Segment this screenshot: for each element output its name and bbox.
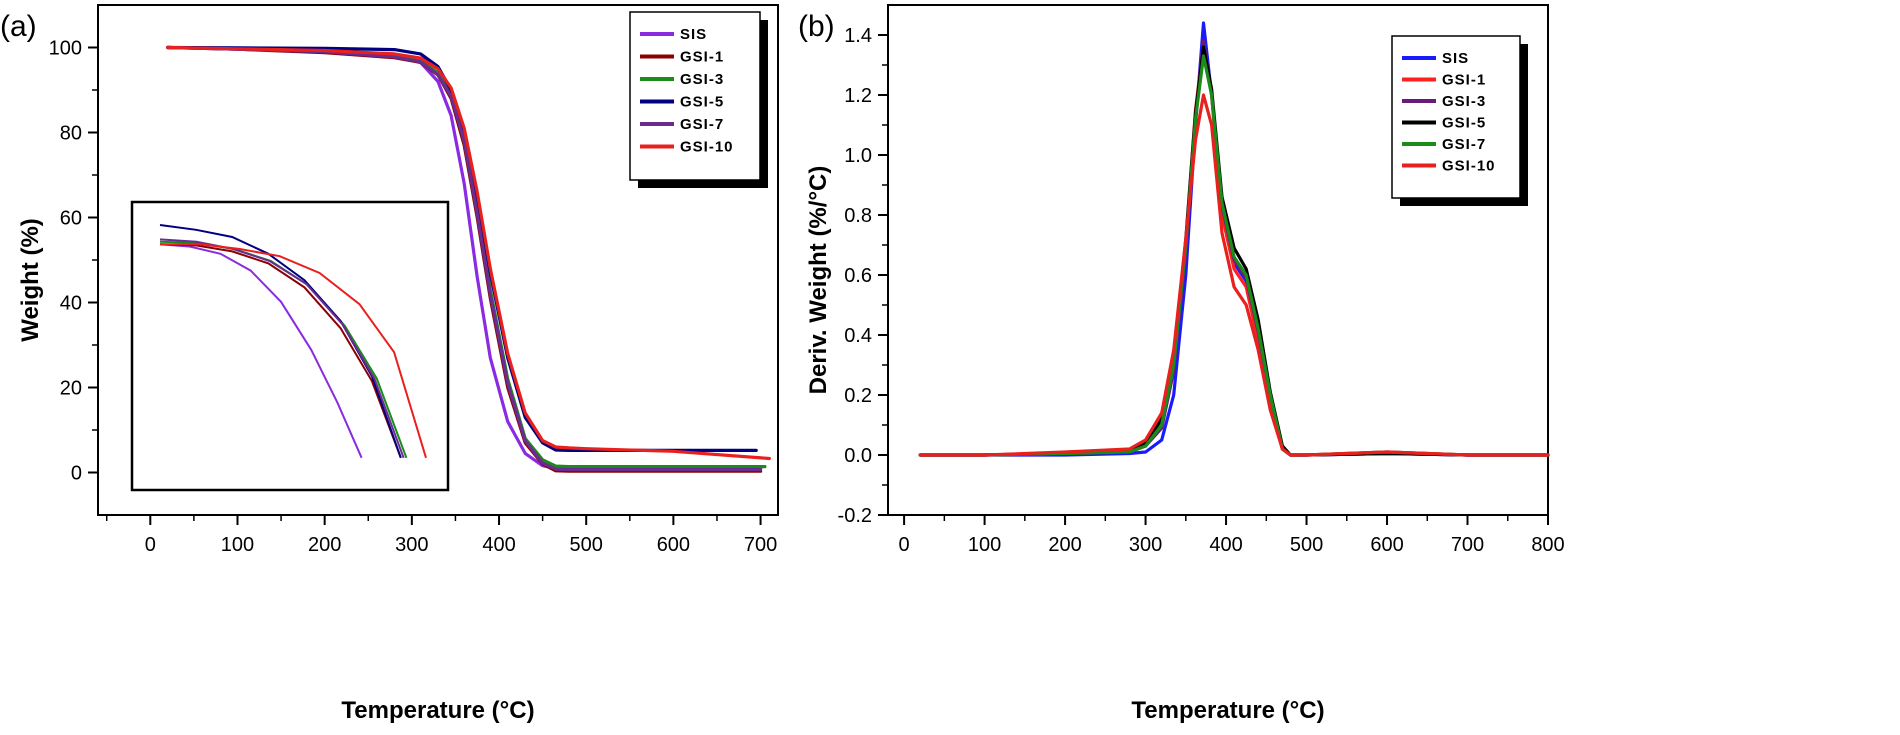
legend-box <box>1391 35 1521 199</box>
x-tick-label: 600 <box>1370 534 1403 556</box>
inset-line-sis <box>159 243 363 459</box>
x-tick-label: 0 <box>899 534 910 556</box>
panel-b-plot-frame <box>887 4 1549 516</box>
legend-label-gsi-3: GSI-3 <box>1442 93 1486 110</box>
panel-a-legend: SIS GSI-1 GSI-3 GSI-5 GSI-7 GSI-10 <box>629 11 768 188</box>
panel-b-chart: (b) 0 100 200 300 400 500 600 700 800-0.20.00.20… <box>798 4 1565 724</box>
x-tick-label: 100 <box>968 534 1001 556</box>
x-tick-label: 100 <box>221 534 254 556</box>
legend-label-sis: SIS <box>1442 50 1469 67</box>
panel-a-inset <box>130 200 450 492</box>
y-tick-label: -0.2 <box>838 505 872 527</box>
y-tick-label: 40 <box>60 293 82 315</box>
x-tick-label: 700 <box>1451 534 1484 556</box>
y-tick-label: 1.0 <box>844 145 872 167</box>
x-tick-label: 800 <box>1531 534 1564 556</box>
x-tick-label: 0 <box>145 534 156 556</box>
x-tick-label: 600 <box>657 534 690 556</box>
legend-label-gsi-5: GSI-5 <box>680 94 724 111</box>
y-tick-label: 0.6 <box>844 265 872 287</box>
panel-b-series <box>918 21 1550 457</box>
x-tick-label: 400 <box>482 534 515 556</box>
y-tick-label: 1.2 <box>844 85 872 107</box>
legend-box <box>629 11 761 181</box>
legend-label-gsi-1: GSI-1 <box>1442 72 1486 89</box>
inset-line-gsi-7 <box>159 238 405 459</box>
y-tick-label: 0.4 <box>844 325 872 347</box>
x-tick-label: 300 <box>1129 534 1162 556</box>
y-tick-label: 0.2 <box>844 385 872 407</box>
inset-line-gsi-10 <box>160 243 427 459</box>
x-tick-label: 500 <box>1290 534 1323 556</box>
legend-label-gsi-10: GSI-10 <box>1442 158 1496 175</box>
inset-line-gsi-1 <box>159 243 402 459</box>
panel-b-label: (b) <box>798 10 835 43</box>
legend-label-gsi-10: GSI-10 <box>680 139 734 156</box>
panel-b-axes <box>887 4 1549 516</box>
y-tick-label: 0.0 <box>844 445 872 467</box>
y-tick-label: 20 <box>60 378 82 400</box>
legend-label-gsi-5: GSI-5 <box>1442 115 1486 132</box>
legend-label-gsi-7: GSI-7 <box>680 116 724 133</box>
panel-a-chart: (a) 0 100 200 300 400 500 600 700 0 20 40 60 80 100 S… <box>0 4 779 724</box>
panel-b-y-axis-title: Deriv. Weight (%/°C) <box>805 166 832 395</box>
panel-b-legend: SIS GSI-1 GSI-3 GSI-5 GSI-7 GSI-10 <box>1391 35 1528 206</box>
y-tick-label: 0 <box>71 463 82 485</box>
y-tick-label: 1.4 <box>844 25 872 47</box>
legend-label-gsi-7: GSI-7 <box>1442 136 1486 153</box>
legend-label-gsi-1: GSI-1 <box>680 49 724 66</box>
series-line-gsi-10 <box>918 93 1550 457</box>
panel-a-x-axis-title: Temperature (°C) <box>341 697 534 724</box>
y-tick-label: 60 <box>60 208 82 230</box>
x-tick-label: 700 <box>744 534 777 556</box>
panel-a-series <box>166 45 771 473</box>
y-tick-label: 80 <box>60 123 82 145</box>
x-tick-label: 200 <box>308 534 341 556</box>
series-line-gsi-7 <box>166 45 763 472</box>
x-tick-label: 300 <box>395 534 428 556</box>
x-tick-label: 400 <box>1209 534 1242 556</box>
y-tick-label: 100 <box>49 38 82 60</box>
panel-b-ticks: 0 100 200 300 400 500 600 700 800 -0.2 0.0 0.2 0.4 0.… <box>838 25 1565 556</box>
legend-label-sis: SIS <box>680 26 707 43</box>
panel-a-y-axis-title: Weight (%) <box>17 218 44 342</box>
panel-b-x-axis-title: Temperature (°C) <box>1131 697 1324 724</box>
y-tick-label: 0.8 <box>844 205 872 227</box>
x-tick-label: 200 <box>1048 534 1081 556</box>
panel-a-label: (a) <box>0 10 37 43</box>
series-line-gsi-10 <box>166 45 771 461</box>
panel-a-ticks: 0 100 200 300 400 500 600 700 0 20 40 60 80 100 <box>49 38 778 557</box>
x-tick-label: 500 <box>570 534 603 556</box>
legend-label-gsi-3: GSI-3 <box>680 71 724 88</box>
